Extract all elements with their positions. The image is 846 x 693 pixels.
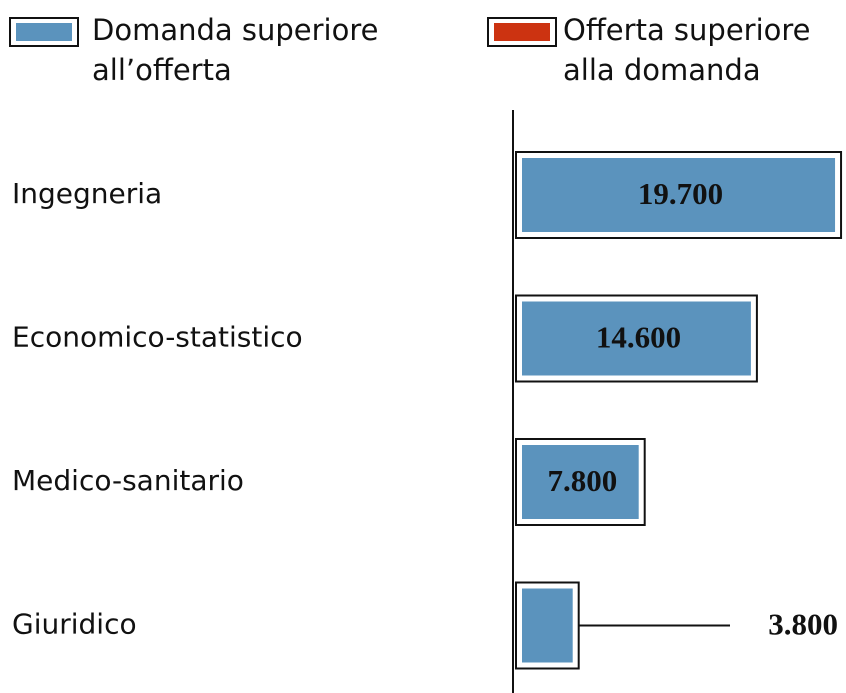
bar	[522, 588, 573, 663]
category-label: Ingegneria	[12, 177, 162, 210]
category-label: Economico-statistico	[12, 321, 303, 354]
value-label: 7.800	[547, 463, 617, 498]
legend-label: Domanda superiore all’offerta	[92, 13, 379, 87]
bar	[522, 445, 639, 519]
value-label: 14.600	[596, 320, 681, 355]
category-label: Medico-sanitario	[12, 464, 244, 497]
bar	[522, 158, 836, 232]
category-label: Giuridico	[12, 608, 137, 641]
legend-label: Offerta superiore alla domanda	[563, 13, 811, 87]
bar	[522, 301, 751, 376]
value-label: 3.800	[768, 607, 838, 642]
value-label: 19.700	[638, 176, 723, 211]
legend-swatch	[16, 23, 72, 41]
legend-swatch	[494, 23, 550, 41]
